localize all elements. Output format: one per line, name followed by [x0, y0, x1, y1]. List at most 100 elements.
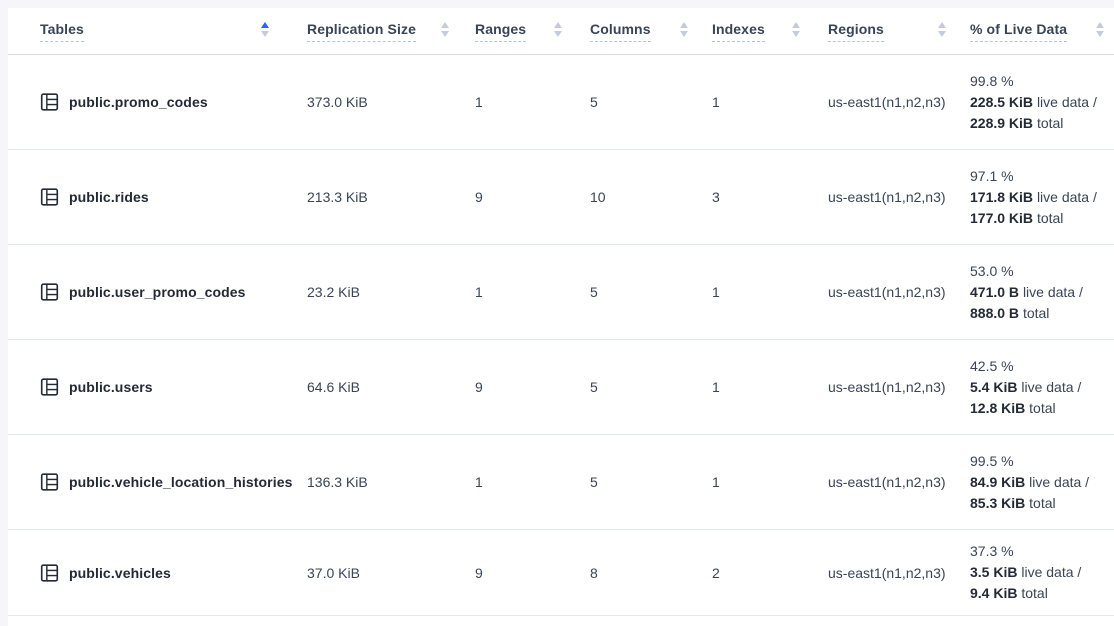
sort-arrows-icon[interactable] [938, 21, 946, 37]
sort-arrows-icon[interactable] [1096, 21, 1104, 37]
table-name-link[interactable]: public.vehicles [69, 564, 171, 581]
table-row[interactable]: public.promo_codes 373.0 KiB 1 5 1 us-ea… [8, 55, 1114, 150]
table-header-row: Tables Replication Size Ranges Columns [8, 8, 1114, 55]
table-grid-icon [40, 377, 59, 397]
table-row[interactable]: public.rides 213.3 KiB 9 10 3 us-east1(n… [8, 150, 1114, 245]
column-header-indexes[interactable]: Indexes [712, 8, 828, 54]
live-data-cell: 53.0 % 471.0 B live data / 888.0 B total [970, 261, 1114, 324]
table-name-link[interactable]: public.vehicle_location_histories [69, 474, 293, 490]
regions-value: us-east1(n1,n2,n3) [828, 379, 946, 395]
sort-desc-icon [441, 30, 449, 37]
sort-asc-icon [1096, 21, 1104, 28]
total-size-line: 85.3 KiB total [970, 494, 1056, 511]
indexes-value: 1 [712, 474, 720, 490]
regions-value: us-east1(n1,n2,n3) [828, 189, 946, 205]
sort-asc-icon [792, 21, 800, 28]
columns-value: 5 [590, 379, 598, 395]
table-grid-icon [40, 92, 59, 112]
table-row[interactable]: public.user_promo_codes 23.2 KiB 1 5 1 u… [8, 245, 1114, 340]
sort-arrows-icon[interactable] [680, 21, 688, 37]
replication-size-value: 23.2 KiB [307, 284, 360, 300]
column-header-live-data[interactable]: % of Live Data [970, 8, 1114, 54]
live-data-size-line: 5.4 KiB live data / [970, 378, 1082, 395]
indexes-value: 1 [712, 379, 720, 395]
live-data-size-line: 3.5 KiB live data / [970, 564, 1082, 580]
table-name-cell: public.users [40, 377, 307, 397]
table-name-cell: public.user_promo_codes [40, 282, 307, 302]
live-data-cell: 97.1 % 171.8 KiB live data / 177.0 KiB t… [970, 166, 1114, 229]
sort-arrows-icon[interactable] [441, 21, 449, 37]
columns-value: 10 [590, 189, 606, 205]
sort-desc-icon [1096, 30, 1104, 37]
sort-asc-icon [554, 21, 562, 28]
columns-value: 5 [590, 474, 598, 490]
ranges-value: 9 [475, 189, 483, 205]
total-size-line: 9.4 KiB total [970, 585, 1048, 601]
table-grid-icon [40, 563, 59, 583]
sort-asc-icon [441, 21, 449, 28]
column-header-columns[interactable]: Columns [590, 8, 712, 54]
columns-value: 5 [590, 284, 598, 300]
table-name-link[interactable]: public.user_promo_codes [69, 284, 246, 300]
sort-desc-icon [261, 30, 269, 37]
sort-asc-icon [680, 21, 688, 28]
live-data-size-line: 171.8 KiB live data / [970, 188, 1097, 205]
ranges-value: 1 [475, 284, 483, 300]
total-size-line: 177.0 KiB total [970, 209, 1064, 226]
columns-value: 5 [590, 94, 598, 110]
sort-asc-icon [938, 21, 946, 28]
sort-asc-icon [261, 21, 269, 28]
table-grid-icon [40, 187, 59, 207]
ranges-value: 9 [475, 564, 483, 581]
live-data-size-line: 84.9 KiB live data / [970, 473, 1090, 490]
column-header-regions[interactable]: Regions [828, 8, 970, 54]
live-data-percent: 37.3 % [970, 543, 1014, 559]
sort-arrows-icon[interactable] [554, 21, 562, 37]
sort-desc-icon [680, 30, 688, 37]
live-data-percent: 53.0 % [970, 262, 1014, 279]
column-header-ranges[interactable]: Ranges [475, 8, 590, 54]
column-header-label: Regions [828, 21, 884, 42]
sort-arrows-icon[interactable] [261, 21, 269, 37]
ranges-value: 1 [475, 94, 483, 110]
column-header-label: Indexes [712, 21, 765, 42]
total-size-line: 12.8 KiB total [970, 399, 1056, 416]
live-data-percent: 97.1 % [970, 167, 1014, 184]
tables-list-card: Tables Replication Size Ranges Columns [8, 8, 1114, 626]
live-data-cell: 37.3 % 3.5 KiB live data / 9.4 KiB total [970, 541, 1114, 604]
table-name-link[interactable]: public.rides [69, 189, 149, 205]
sort-arrows-icon[interactable] [792, 21, 800, 37]
live-data-cell: 99.8 % 228.5 KiB live data / 228.9 KiB t… [970, 71, 1114, 134]
column-header-tables[interactable]: Tables [40, 8, 307, 54]
table-grid-icon [40, 472, 59, 492]
table-name-cell: public.rides [40, 187, 307, 207]
column-header-label: Columns [590, 21, 651, 42]
table-name-link[interactable]: public.promo_codes [69, 94, 208, 110]
table-row[interactable]: public.vehicle_location_histories 136.3 … [8, 435, 1114, 530]
table-row[interactable]: public.vehicles 37.0 KiB 9 8 2 us-east1(… [8, 530, 1114, 616]
table-body: public.promo_codes 373.0 KiB 1 5 1 us-ea… [8, 55, 1114, 616]
live-data-cell: 99.5 % 84.9 KiB live data / 85.3 KiB tot… [970, 451, 1114, 514]
replication-size-value: 136.3 KiB [307, 474, 368, 490]
replication-size-value: 373.0 KiB [307, 94, 368, 110]
live-data-cell: 42.5 % 5.4 KiB live data / 12.8 KiB tota… [970, 356, 1114, 419]
table-name-link[interactable]: public.users [69, 379, 153, 395]
table-row[interactable]: public.users 64.6 KiB 9 5 1 us-east1(n1,… [8, 340, 1114, 435]
table-grid-icon [40, 282, 59, 302]
indexes-value: 1 [712, 94, 720, 110]
live-data-size-line: 471.0 B live data / [970, 283, 1083, 300]
column-header-label: Tables [40, 21, 84, 42]
column-header-label: Ranges [475, 21, 527, 42]
replication-size-value: 213.3 KiB [307, 189, 368, 205]
columns-value: 8 [590, 564, 598, 581]
replication-size-value: 37.0 KiB [307, 564, 360, 581]
ranges-value: 1 [475, 474, 483, 490]
column-header-replication-size[interactable]: Replication Size [307, 8, 475, 54]
regions-value: us-east1(n1,n2,n3) [828, 94, 946, 110]
indexes-value: 2 [712, 564, 720, 581]
total-size-line: 228.9 KiB total [970, 114, 1064, 131]
table-name-cell: public.vehicles [40, 563, 307, 583]
table-name-cell: public.vehicle_location_histories [40, 472, 307, 492]
replication-size-value: 64.6 KiB [307, 379, 360, 395]
live-data-size-line: 228.5 KiB live data / [970, 93, 1097, 110]
